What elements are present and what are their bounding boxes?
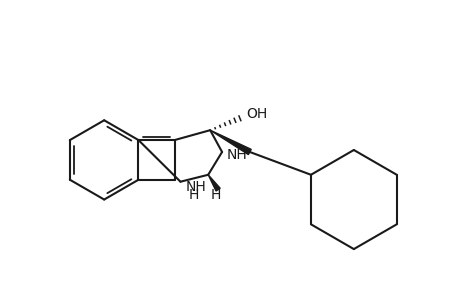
Text: H: H	[188, 188, 198, 202]
Polygon shape	[208, 175, 220, 191]
Polygon shape	[210, 130, 251, 154]
Text: H: H	[210, 188, 220, 202]
Text: NH: NH	[227, 148, 247, 162]
Text: OH: OH	[245, 107, 267, 121]
Text: NH: NH	[185, 180, 206, 194]
